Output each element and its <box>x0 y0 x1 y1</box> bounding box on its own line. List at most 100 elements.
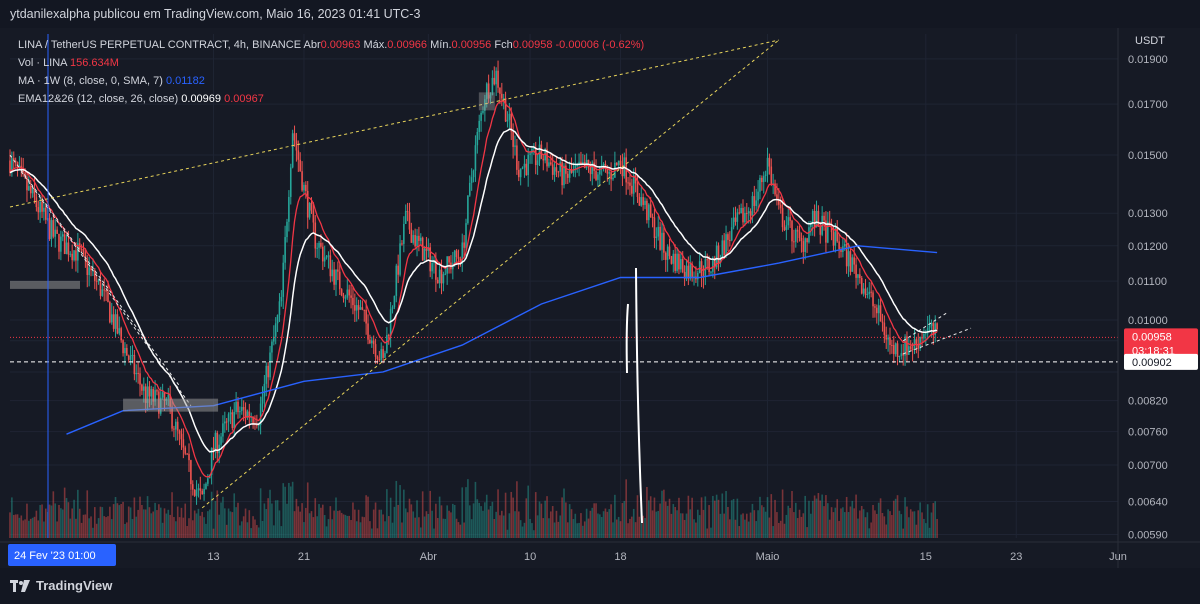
candle-body-190 <box>367 323 369 340</box>
volume-bar-114 <box>224 508 226 538</box>
candle-body-201 <box>387 335 390 337</box>
volume-bar-379 <box>723 513 725 538</box>
candle-body-88 <box>175 421 177 430</box>
price-tick-1: 0.00640 <box>1128 496 1168 508</box>
candle-body-69 <box>139 373 141 385</box>
volume-bar-33 <box>71 508 73 538</box>
candle-body-263 <box>504 98 507 122</box>
symbol-title[interactable]: LINA / TetherUS PERPETUAL CONTRACT, 4h, … <box>18 39 302 51</box>
volume-bar-291 <box>557 521 560 538</box>
volume-bar-321 <box>614 494 616 538</box>
candle-body-342 <box>653 217 656 238</box>
volume-bar-323 <box>617 516 620 538</box>
hand-stroke-2 <box>635 267 643 524</box>
volume-bar-97 <box>191 520 194 538</box>
candle-body-463 <box>881 321 884 323</box>
volume-bar-181 <box>350 520 352 538</box>
volume-bar-270 <box>517 511 520 538</box>
candle-body-341 <box>651 216 654 218</box>
candle-body-488 <box>928 325 931 328</box>
candle-body-311 <box>595 170 597 180</box>
volume-bar-405 <box>772 526 774 538</box>
volume-bar-430 <box>819 500 822 538</box>
candle-body-477 <box>908 346 910 355</box>
volume-bar-361 <box>689 509 692 538</box>
candle-body-393 <box>749 211 752 216</box>
volume-bar-470 <box>894 498 897 538</box>
candle-body-256 <box>491 77 494 95</box>
volume-bar-288 <box>551 506 554 538</box>
candle-body-303 <box>580 161 582 165</box>
candle-body-183 <box>354 305 356 311</box>
volume-bar-5 <box>18 517 21 538</box>
price-chart[interactable]: USDT 0.00590 0.00640 0.00700 0.00760 0.00820 0… <box>0 28 1200 568</box>
volume-label[interactable]: Vol · LINA <box>18 57 67 69</box>
candle-body-73 <box>146 386 149 403</box>
tradingview-logo[interactable]: TradingView <box>10 578 112 593</box>
volume-bar-9 <box>26 503 28 538</box>
volume-bar-82 <box>163 508 166 538</box>
volume-bar-374 <box>713 500 716 538</box>
candle-body-444 <box>845 243 848 267</box>
volume-bar-384 <box>732 498 735 538</box>
candle-body-135 <box>263 383 266 397</box>
candle-body-466 <box>887 337 889 340</box>
candle-body-22 <box>50 220 53 240</box>
candle-body-453 <box>862 288 865 294</box>
volume-bar-368 <box>702 509 705 538</box>
candle-body-173 <box>335 269 337 285</box>
volume-bar-49 <box>101 507 104 538</box>
volume-bar-254 <box>487 509 490 538</box>
candle-body-70 <box>141 384 143 391</box>
candle-body-120 <box>235 401 237 412</box>
candle-body-168 <box>325 256 328 258</box>
volume-bar-441 <box>840 508 842 538</box>
candle-body-216 <box>416 235 418 247</box>
candle-body-63 <box>127 355 130 360</box>
volume-bar-302 <box>578 522 580 538</box>
volume-bar-440 <box>838 520 840 538</box>
candle-body-436 <box>830 225 833 233</box>
candle-body-242 <box>465 223 467 248</box>
volume-bar-485 <box>923 518 925 538</box>
legend-volume-row: Vol · LINA 156.634M <box>18 54 644 72</box>
volume-bar-57 <box>116 503 119 538</box>
ema-label[interactable]: EMA12&26 (12, close, 26, close) <box>18 93 179 105</box>
candle-body-259 <box>497 70 499 88</box>
volume-bar-157 <box>305 507 307 538</box>
volume-bar-364 <box>695 522 697 538</box>
candle-body-53 <box>109 302 111 323</box>
high-label: Máx. <box>363 39 388 51</box>
volume-bar-18 <box>43 521 45 538</box>
volume-bar-35 <box>75 518 77 538</box>
volume-bar-476 <box>906 506 908 538</box>
candle-body-399 <box>761 177 763 183</box>
candle-body-397 <box>757 191 759 201</box>
volume-bar-216 <box>416 500 418 538</box>
ma-label[interactable]: MA · 1W (8, close, 0, SMA, 7) <box>18 75 163 87</box>
candle-body-437 <box>832 232 835 246</box>
candle-body-137 <box>267 365 269 378</box>
volume-bar-401 <box>764 511 767 538</box>
candle-body-414 <box>789 217 791 221</box>
volume-bar-403 <box>768 517 771 538</box>
candle-body-428 <box>815 210 818 228</box>
candle-body-261 <box>501 93 503 99</box>
volume-bar-124 <box>242 516 245 538</box>
volume-bar-167 <box>323 515 326 538</box>
volume-bar-89 <box>176 506 179 538</box>
volume-bar-90 <box>178 517 181 538</box>
candle-body-31 <box>67 242 70 255</box>
volume-bar-380 <box>725 491 727 538</box>
volume-bar-178 <box>344 514 347 538</box>
candle-body-94 <box>186 453 188 455</box>
candle-body-193 <box>372 340 375 345</box>
volume-bar-175 <box>338 510 341 538</box>
candle-body-16 <box>39 201 41 213</box>
candle-body-198 <box>382 349 384 358</box>
candle-body-372 <box>710 271 712 273</box>
chart-area[interactable]: USDT 0.00590 0.00640 0.00700 0.00760 0.00820 0… <box>0 28 1200 568</box>
candle-body-112 <box>220 436 222 445</box>
candle-body-177 <box>342 295 345 299</box>
candle-body-175 <box>338 271 341 290</box>
